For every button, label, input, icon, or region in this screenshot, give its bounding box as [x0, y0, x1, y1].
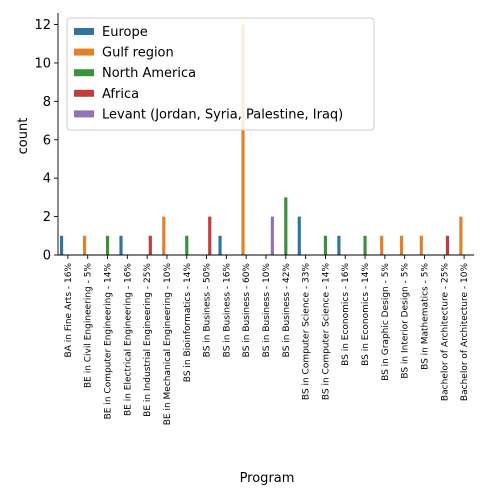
bar-gulf-17 [399, 235, 404, 255]
axes-group: 0 2 4 6 8 10 12 BA in Fine Arts - 16% BE in Civi… [34, 13, 474, 425]
legend-swatch [74, 89, 94, 97]
x-tick-label: BE in Computer Engineering - 14% [104, 263, 114, 420]
x-tick-label: BS in Bioinformatics - 14% [183, 263, 193, 383]
x-tick-label: BA in Fine Arts - 16% [64, 263, 74, 358]
legend-swatch [74, 110, 94, 118]
legend-label: Levant (Jordan, Syria, Palestine, Iraq) [102, 107, 343, 122]
bars-group [59, 24, 463, 255]
x-tick-label: BS in Economics - 16% [341, 263, 351, 366]
bar-africa-19 [445, 235, 450, 255]
y-tick-label: 4 [43, 172, 51, 187]
legend-swatch [74, 28, 94, 35]
x-tick-label: BS in Business - 50% [203, 263, 213, 358]
bar-europe-12 [297, 216, 301, 255]
y-axis-label: count [16, 118, 31, 155]
y-tick-label: 8 [43, 95, 51, 110]
x-tick-label: BE in Mechanical Engineering - 10% [163, 263, 173, 426]
x-tick-label: Bachelor of Architecture - 10% [460, 263, 470, 402]
x-axis-label: Program [240, 471, 295, 486]
bar-gulf-16 [380, 235, 384, 255]
bar-europe-14 [337, 235, 341, 255]
x-tick-label: BS in Computer Science - 33% [302, 263, 312, 401]
x-tick-label: Bachelor of Architecture - 25% [440, 263, 450, 402]
legend-label: North America [102, 66, 196, 81]
bar-europe-8 [218, 235, 222, 255]
x-tick-label: BE in Industrial Engineering - 25% [143, 263, 153, 417]
x-tick-label: BE in Civil Engineering - 5% [84, 263, 94, 388]
x-tick-label: BE in Electrical Engineering - 16% [123, 263, 133, 416]
y-tick-label: 6 [43, 133, 51, 148]
legend-swatch [74, 48, 94, 56]
bar-gulf-18 [419, 235, 423, 255]
x-tick-label: BS in Business - 60% [242, 263, 252, 358]
bar-north-2 [105, 235, 110, 255]
legend-swatch [74, 69, 94, 77]
bar-europe-3 [119, 235, 123, 255]
legend-label: Gulf region [102, 46, 174, 61]
legend-frame [66, 17, 375, 131]
bar-gulf-5 [162, 216, 166, 255]
bar-gulf-1 [82, 235, 87, 255]
x-tick-label: BS in Graphic Design - 5% [381, 263, 391, 381]
bar-north-13 [323, 235, 328, 255]
x-tick-label: BS in Interior Design - 5% [401, 263, 411, 379]
bar-gulf-20 [459, 216, 463, 255]
legend-label: Europe [102, 25, 148, 40]
legend-label: Africa [102, 87, 139, 102]
y-tick-label: 10 [34, 56, 51, 71]
bar-gulf-9 [241, 24, 245, 255]
y-tick-label: 0 [43, 249, 51, 264]
bar-africa-4 [148, 235, 152, 255]
bar-africa-7 [208, 216, 212, 255]
x-tick-label: BS in Business - 16% [222, 263, 232, 358]
y-tick-label: 2 [43, 210, 51, 225]
x-tick-label: BS in Business - 10% [262, 263, 272, 358]
bar-north-15 [363, 235, 367, 255]
x-tick-label: BS in Mathematics - 5% [420, 263, 430, 370]
x-tick-label: BS in Computer Science - 14% [321, 263, 331, 401]
bar-north-6 [185, 235, 189, 255]
bar-europe-0 [59, 235, 64, 255]
y-tick-label: 12 [34, 18, 51, 33]
bar-north-11 [284, 197, 288, 255]
x-tick-label: BS in Business - 42% [282, 263, 292, 358]
legend: Europe Gulf region North America Africa Leva… [66, 17, 375, 131]
bar-levant-10 [270, 216, 274, 255]
x-tick-label: BS in Economics - 14% [361, 263, 371, 366]
